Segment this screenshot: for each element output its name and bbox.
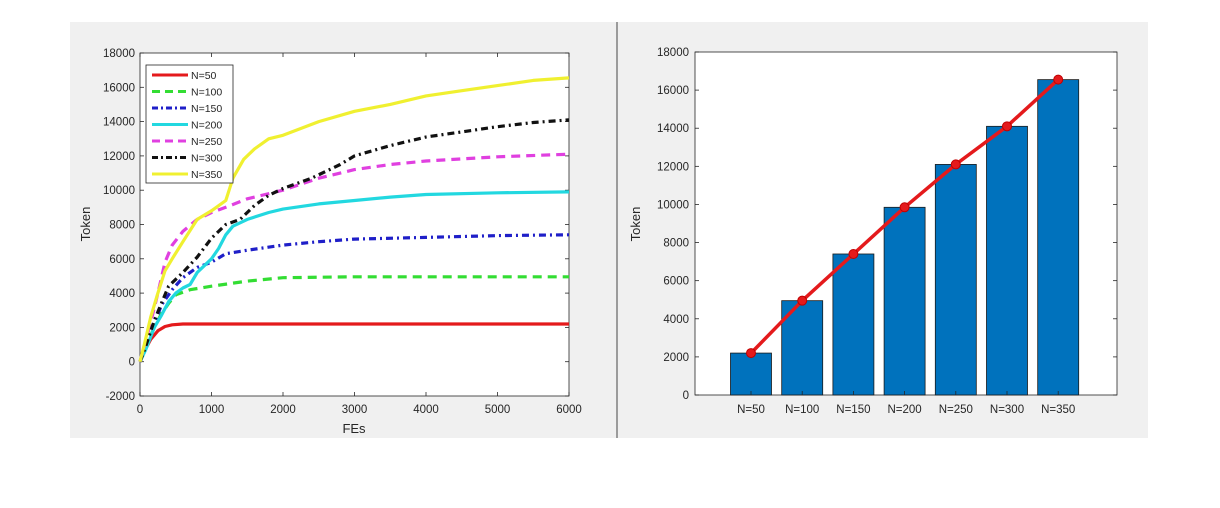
left-x-tick-label: 2000 bbox=[270, 404, 296, 416]
left-y-tick-label: 16000 bbox=[103, 82, 135, 94]
left-x-tick-label: 3000 bbox=[342, 404, 368, 416]
bar-n-350 bbox=[1037, 79, 1080, 396]
left-y-tick-label: 8000 bbox=[109, 220, 135, 232]
bar-n-300 bbox=[986, 125, 1028, 396]
left-x-tick-label: 6000 bbox=[556, 404, 582, 416]
overlay-point bbox=[1053, 74, 1064, 85]
right-y-tick-label: 0 bbox=[683, 390, 689, 402]
bar-n-50 bbox=[730, 352, 772, 396]
series-line-n-150 bbox=[138, 233, 570, 363]
left-y-tick-label: 0 bbox=[129, 357, 135, 369]
right-y-tick-label: 2000 bbox=[663, 352, 689, 364]
left-y-tick-label: 12000 bbox=[103, 151, 135, 163]
left-y-tick-label: 6000 bbox=[109, 254, 135, 266]
right-y-tick-label: 18000 bbox=[657, 47, 689, 59]
right-x-tick-label: N=250 bbox=[939, 404, 973, 416]
right-y-tick-label: 16000 bbox=[657, 85, 689, 97]
right-y-axis-label: Token bbox=[628, 207, 643, 242]
left-x-axis-label: FEs bbox=[342, 421, 366, 436]
left-series-lines bbox=[138, 76, 570, 363]
legend-entry-label: N=100 bbox=[191, 87, 222, 99]
right-x-tick-label: N=300 bbox=[990, 404, 1024, 416]
right-y-tick-label: 4000 bbox=[663, 314, 689, 326]
left-x-tick-label: 4000 bbox=[413, 404, 439, 416]
right-y-axis: 0 2000 4000 6000 8000 10000 12000 14000 16000 180… bbox=[657, 47, 1117, 402]
legend-entry-label: N=150 bbox=[191, 103, 222, 115]
overlay-point bbox=[848, 248, 859, 259]
overlay-point bbox=[1002, 121, 1012, 132]
left-y-tick-label: 14000 bbox=[103, 117, 135, 129]
right-bars bbox=[730, 79, 1080, 396]
right-x-tick-label: N=200 bbox=[887, 404, 921, 416]
legend-entry-label: N=50 bbox=[191, 70, 217, 82]
left-y-tick-label: 4000 bbox=[109, 288, 135, 300]
right-y-tick-label: 12000 bbox=[657, 161, 689, 173]
legend-entry-label: N=350 bbox=[191, 169, 222, 181]
bar-n-250 bbox=[934, 164, 977, 396]
right-y-tick-label: 14000 bbox=[657, 123, 689, 135]
series-line-n-350 bbox=[138, 76, 570, 363]
series-line-n-300 bbox=[138, 118, 570, 363]
right-y-tick-label: 8000 bbox=[663, 238, 689, 250]
bar-n-200 bbox=[883, 206, 926, 396]
left-x-tick-label: 0 bbox=[137, 404, 143, 416]
right-x-tick-label: N=100 bbox=[785, 404, 819, 416]
left-y-tick-label: 2000 bbox=[109, 322, 135, 334]
left-y-tick-label: -2000 bbox=[106, 391, 135, 403]
overlay-point bbox=[950, 159, 961, 170]
right-bar-chart: 0 2000 4000 6000 8000 10000 12000 14000 16000 180… bbox=[628, 47, 1118, 416]
left-y-tick-label: 10000 bbox=[103, 185, 135, 197]
legend-entry-label: N=200 bbox=[191, 120, 222, 132]
left-y-axis: -2000 0 2000 4000 6000 8000 10000 12000 14000 160… bbox=[103, 48, 569, 403]
series-line-n-200 bbox=[138, 190, 570, 363]
left-line-chart: -200002000400060008000100001200014000160… bbox=[78, 48, 582, 436]
legend-entry-label: N=250 bbox=[191, 136, 222, 148]
overlay-point bbox=[746, 348, 756, 359]
legend: N=50 N=100 N=150 N=200 N=250 N=300 N=350 bbox=[145, 64, 234, 184]
left-x-axis: 0 1000 2000 3000 4000 5000 6000 bbox=[137, 53, 582, 416]
bar-n-150 bbox=[832, 253, 875, 396]
right-x-axis: N=50 N=100 N=150 N=200 N=250 N=300 N=350 bbox=[737, 391, 1075, 416]
left-y-tick-label: 18000 bbox=[103, 48, 135, 60]
right-y-tick-label: 10000 bbox=[657, 199, 689, 211]
right-x-tick-label: N=350 bbox=[1041, 404, 1075, 416]
overlay-point bbox=[899, 202, 910, 213]
right-y-tick-label: 6000 bbox=[663, 276, 689, 288]
left-x-tick-label: 1000 bbox=[199, 404, 225, 416]
right-x-tick-label: N=150 bbox=[836, 404, 870, 416]
legend-entry-label: N=300 bbox=[191, 153, 222, 165]
left-y-axis-label: Token bbox=[78, 207, 93, 242]
overlay-point bbox=[797, 295, 808, 306]
right-x-tick-label: N=50 bbox=[737, 404, 765, 416]
left-x-tick-label: 5000 bbox=[485, 404, 511, 416]
right-overlay-line bbox=[746, 74, 1064, 359]
